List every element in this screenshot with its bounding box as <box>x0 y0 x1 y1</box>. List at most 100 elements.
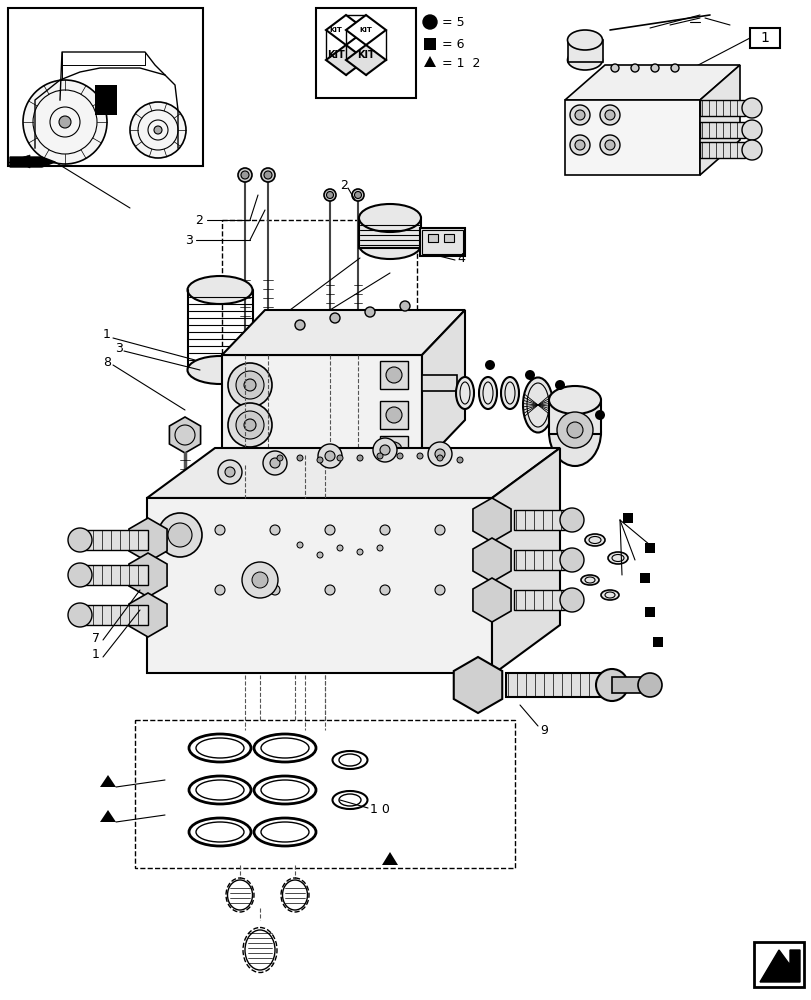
Circle shape <box>236 411 264 439</box>
Circle shape <box>397 453 402 459</box>
Bar <box>513 510 569 530</box>
Circle shape <box>297 542 303 548</box>
Circle shape <box>385 367 401 383</box>
Bar <box>82 530 148 550</box>
Circle shape <box>337 455 342 461</box>
Bar <box>95 85 117 115</box>
Bar <box>513 590 569 610</box>
Bar <box>380 401 407 429</box>
Polygon shape <box>453 657 502 713</box>
Circle shape <box>650 64 659 72</box>
Circle shape <box>242 562 277 598</box>
Circle shape <box>357 455 363 461</box>
Circle shape <box>270 458 280 468</box>
Ellipse shape <box>548 386 600 414</box>
Bar <box>652 637 663 647</box>
Polygon shape <box>699 65 739 175</box>
Ellipse shape <box>478 377 496 409</box>
Circle shape <box>560 588 583 612</box>
Circle shape <box>610 64 618 72</box>
Text: 9: 9 <box>539 724 547 736</box>
Text: = 1  2: = 1 2 <box>441 57 480 70</box>
Polygon shape <box>345 45 385 75</box>
Ellipse shape <box>567 30 602 50</box>
Circle shape <box>554 380 564 390</box>
Circle shape <box>270 585 280 595</box>
Text: KIT: KIT <box>357 50 375 60</box>
Bar <box>422 230 462 254</box>
Polygon shape <box>491 448 560 675</box>
Polygon shape <box>10 157 55 167</box>
Bar <box>564 100 699 175</box>
Circle shape <box>484 360 495 370</box>
Circle shape <box>324 525 335 535</box>
Bar <box>419 228 465 256</box>
Bar <box>221 355 422 465</box>
Circle shape <box>264 171 272 179</box>
Polygon shape <box>129 518 167 562</box>
Circle shape <box>385 407 401 423</box>
Bar <box>221 220 417 390</box>
Polygon shape <box>472 578 510 622</box>
Circle shape <box>225 467 234 477</box>
Bar <box>423 38 436 50</box>
Text: 3: 3 <box>185 233 193 246</box>
Circle shape <box>23 80 107 164</box>
Circle shape <box>270 525 280 535</box>
Bar <box>622 513 633 523</box>
Polygon shape <box>759 950 799 982</box>
Circle shape <box>435 449 444 459</box>
Circle shape <box>238 168 251 182</box>
Circle shape <box>324 451 335 461</box>
Polygon shape <box>422 310 465 465</box>
Bar <box>135 720 514 868</box>
Circle shape <box>68 528 92 552</box>
Circle shape <box>324 585 335 595</box>
Polygon shape <box>423 56 436 67</box>
Bar <box>82 565 148 585</box>
Circle shape <box>574 140 584 150</box>
Circle shape <box>59 116 71 128</box>
Circle shape <box>357 549 363 555</box>
Circle shape <box>243 419 255 431</box>
Text: 2: 2 <box>340 179 347 192</box>
Circle shape <box>263 451 286 475</box>
Circle shape <box>297 455 303 461</box>
Text: 3: 3 <box>115 342 122 355</box>
Circle shape <box>380 525 389 535</box>
Text: KIT: KIT <box>329 27 342 33</box>
Polygon shape <box>147 448 560 498</box>
Polygon shape <box>325 15 366 45</box>
Circle shape <box>457 457 462 463</box>
Text: 1: 1 <box>760 31 769 45</box>
Bar <box>568 40 603 62</box>
Text: KIT: KIT <box>327 50 345 60</box>
Text: 2: 2 <box>195 214 203 227</box>
Bar <box>427 234 437 242</box>
Circle shape <box>243 379 255 391</box>
Bar <box>644 607 654 617</box>
Polygon shape <box>129 593 167 637</box>
Circle shape <box>337 545 342 551</box>
Text: 1: 1 <box>92 648 100 662</box>
Circle shape <box>376 453 383 459</box>
Ellipse shape <box>500 377 518 409</box>
Text: KIT: KIT <box>359 27 372 33</box>
Ellipse shape <box>600 590 618 600</box>
Polygon shape <box>129 553 167 597</box>
Circle shape <box>228 403 272 447</box>
Circle shape <box>525 370 534 380</box>
Bar <box>644 543 654 553</box>
Ellipse shape <box>522 377 552 432</box>
Circle shape <box>329 313 340 323</box>
Circle shape <box>236 371 264 399</box>
Polygon shape <box>169 417 200 453</box>
Circle shape <box>385 442 401 458</box>
Circle shape <box>741 98 761 118</box>
Bar <box>380 436 407 464</box>
Ellipse shape <box>456 377 474 409</box>
Polygon shape <box>381 852 397 865</box>
Circle shape <box>380 585 389 595</box>
Circle shape <box>595 669 627 701</box>
Circle shape <box>569 105 590 125</box>
